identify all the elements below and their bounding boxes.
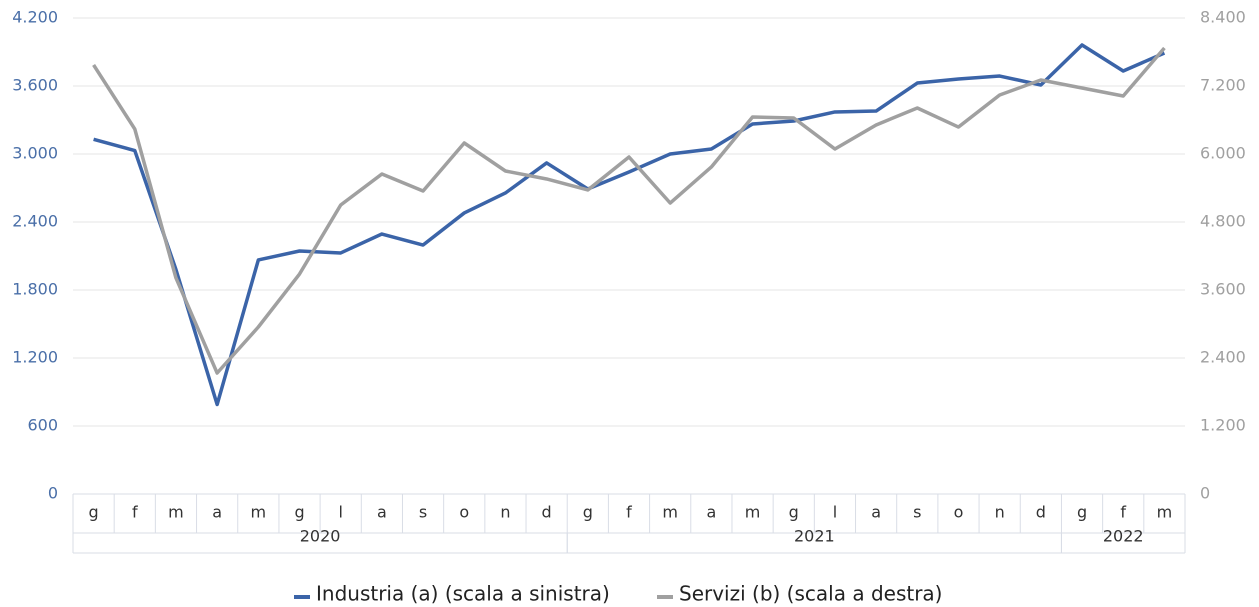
x-tick-label: o [459,503,469,522]
legend-label: Servizi (b) (scala a destra) [679,582,943,606]
y2-tick-label: 0 [1200,484,1210,503]
y2-tick-label: 4.800 [1200,212,1246,231]
x-tick-label: m [168,503,184,522]
y-tick-label: 3.000 [12,144,58,163]
group-label: 2021 [794,527,835,546]
x-tick-label: g [294,503,304,522]
y2-tick-label: 3.600 [1200,280,1246,299]
x-tick-label: g [789,503,799,522]
x-tick-label: s [419,503,427,522]
y2-tick-label: 1.200 [1200,416,1246,435]
x-tick-label: n [995,503,1005,522]
x-tick-label: g [583,503,593,522]
x-tick-label: s [913,503,921,522]
y-tick-label: 1.200 [12,348,58,367]
y-tick-label: 600 [27,416,58,435]
x-tick-label: m [1157,503,1173,522]
legend-label: Industria (a) (scala a sinistra) [316,582,610,606]
x-tick-label: m [662,503,678,522]
x-tick-label: a [377,503,387,522]
x-tick-label: d [542,503,552,522]
x-tick-label: l [338,503,342,522]
x-tick-label: n [500,503,510,522]
y-tick-label: 0 [48,484,58,503]
y-tick-label: 3.600 [12,76,58,95]
group-label: 2020 [300,527,341,546]
y2-tick-label: 8.400 [1200,8,1246,27]
y2-tick-label: 6.000 [1200,144,1246,163]
x-tick-label: a [871,503,881,522]
x-tick-label: d [1036,503,1046,522]
x-tick-label: g [1077,503,1087,522]
x-tick-label: f [1120,503,1126,522]
x-tick-label: f [626,503,632,522]
series-line [93,43,1166,407]
y-tick-label: 4.200 [12,8,58,27]
group-label: 2022 [1103,527,1144,546]
x-tick-label: g [89,503,99,522]
y-tick-label: 1.800 [12,280,58,299]
x-tick-label: o [954,503,964,522]
x-tick-label: l [833,503,837,522]
x-tick-label: a [212,503,222,522]
x-tick-label: m [745,503,761,522]
y2-tick-label: 7.200 [1200,76,1246,95]
x-tick-label: m [251,503,267,522]
y2-tick-label: 2.400 [1200,348,1246,367]
y-tick-label: 2.400 [12,212,58,231]
x-tick-label: a [706,503,716,522]
x-tick-label: f [132,503,138,522]
series-line [92,46,1166,375]
